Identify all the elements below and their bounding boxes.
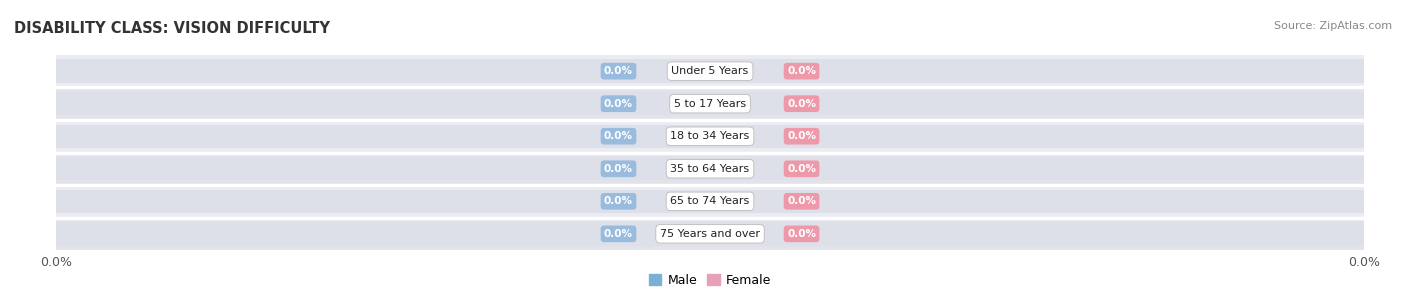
Bar xyxy=(56,59,1364,83)
Text: 65 to 74 Years: 65 to 74 Years xyxy=(671,196,749,206)
Bar xyxy=(56,190,1364,213)
Bar xyxy=(56,217,1364,250)
Legend: Male, Female: Male, Female xyxy=(648,274,772,287)
Bar xyxy=(56,152,1364,185)
Text: 0.0%: 0.0% xyxy=(605,131,633,141)
Text: 35 to 64 Years: 35 to 64 Years xyxy=(671,164,749,174)
Text: Under 5 Years: Under 5 Years xyxy=(672,66,748,76)
Text: 0.0%: 0.0% xyxy=(787,99,815,109)
Text: DISABILITY CLASS: VISION DIFFICULTY: DISABILITY CLASS: VISION DIFFICULTY xyxy=(14,21,330,36)
Text: 5 to 17 Years: 5 to 17 Years xyxy=(673,99,747,109)
Text: 0.0%: 0.0% xyxy=(605,164,633,174)
Bar xyxy=(56,88,1364,120)
Text: 0.0%: 0.0% xyxy=(787,229,815,239)
Bar xyxy=(56,157,1364,181)
Text: 18 to 34 Years: 18 to 34 Years xyxy=(671,131,749,141)
Text: Source: ZipAtlas.com: Source: ZipAtlas.com xyxy=(1274,21,1392,31)
Text: 0.0%: 0.0% xyxy=(787,164,815,174)
Text: 75 Years and over: 75 Years and over xyxy=(659,229,761,239)
Text: 0.0%: 0.0% xyxy=(787,131,815,141)
Text: 0.0%: 0.0% xyxy=(605,99,633,109)
Bar xyxy=(56,120,1364,152)
Bar xyxy=(56,222,1364,246)
Text: 0.0%: 0.0% xyxy=(605,196,633,206)
Bar xyxy=(56,124,1364,148)
Bar xyxy=(56,185,1364,217)
Text: 0.0%: 0.0% xyxy=(787,196,815,206)
Text: 0.0%: 0.0% xyxy=(605,229,633,239)
Text: 0.0%: 0.0% xyxy=(605,66,633,76)
Bar xyxy=(56,55,1364,88)
Text: 0.0%: 0.0% xyxy=(787,66,815,76)
Bar xyxy=(56,92,1364,115)
